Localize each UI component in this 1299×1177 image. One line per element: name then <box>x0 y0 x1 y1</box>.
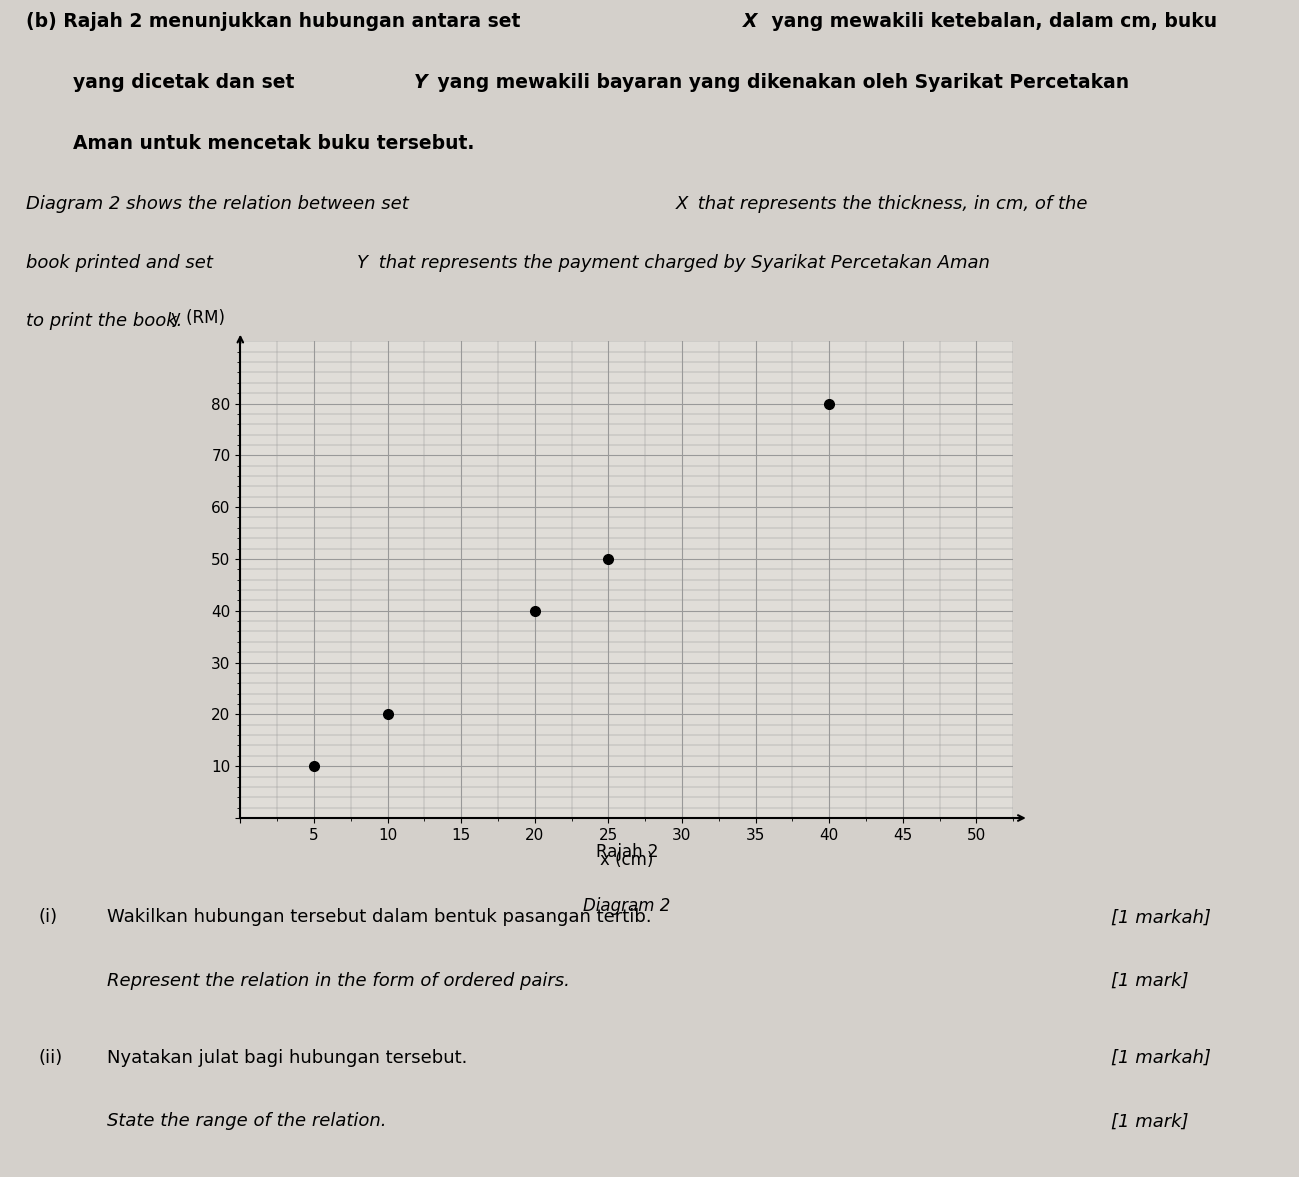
Text: Aman untuk mencetak buku tersebut.: Aman untuk mencetak buku tersebut. <box>73 134 474 153</box>
Text: yang mewakili ketebalan, dalam cm, buku: yang mewakili ketebalan, dalam cm, buku <box>765 12 1217 31</box>
Text: Represent the relation in the form of ordered pairs.: Represent the relation in the form of or… <box>107 972 570 990</box>
Text: State the range of the relation.: State the range of the relation. <box>107 1112 387 1130</box>
Text: yang mewakili bayaran yang dikenakan oleh Syarikat Percetakan: yang mewakili bayaran yang dikenakan ole… <box>431 73 1129 92</box>
Text: Rajah 2: Rajah 2 <box>595 843 659 862</box>
Text: Y: Y <box>356 253 368 272</box>
Text: (b) Rajah 2 menunjukkan hubungan antara set: (b) Rajah 2 menunjukkan hubungan antara … <box>26 12 527 31</box>
Text: [1 markah]: [1 markah] <box>1111 1049 1211 1066</box>
Text: Diagram 2: Diagram 2 <box>583 897 670 915</box>
X-axis label: x (cm): x (cm) <box>600 851 653 869</box>
Text: X: X <box>675 195 688 213</box>
Text: [1 mark]: [1 mark] <box>1111 972 1189 990</box>
Text: yang dicetak dan set: yang dicetak dan set <box>73 73 301 92</box>
Text: Diagram 2 shows the relation between set: Diagram 2 shows the relation between set <box>26 195 414 213</box>
Text: (i): (i) <box>39 909 57 926</box>
Text: to print the book.: to print the book. <box>26 312 182 330</box>
Text: (ii): (ii) <box>39 1049 62 1066</box>
Text: that represents the thickness, in cm, of the: that represents the thickness, in cm, of… <box>692 195 1087 213</box>
Text: Nyatakan julat bagi hubungan tersebut.: Nyatakan julat bagi hubungan tersebut. <box>107 1049 468 1066</box>
Text: book printed and set: book printed and set <box>26 253 218 272</box>
Text: X: X <box>743 12 757 31</box>
Text: y (RM): y (RM) <box>170 310 225 327</box>
Text: Wakilkan hubungan tersebut dalam bentuk pasangan tertib.: Wakilkan hubungan tersebut dalam bentuk … <box>107 909 652 926</box>
Text: that represents the payment charged by Syarikat Percetakan Aman: that represents the payment charged by S… <box>373 253 990 272</box>
Text: Y: Y <box>414 73 427 92</box>
Text: [1 markah]: [1 markah] <box>1111 909 1211 926</box>
Text: [1 mark]: [1 mark] <box>1111 1112 1189 1130</box>
